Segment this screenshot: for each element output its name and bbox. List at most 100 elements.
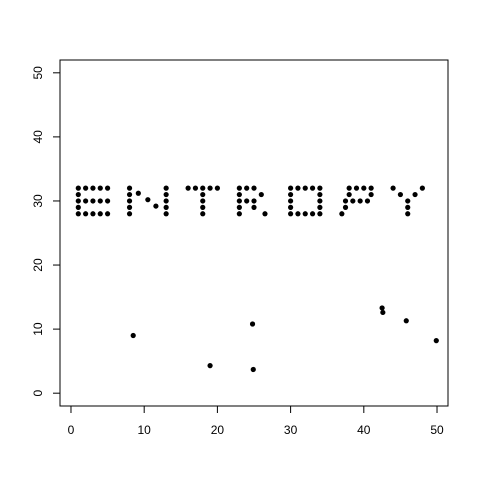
data-point	[364, 198, 371, 204]
data-point	[317, 204, 323, 210]
data-point	[97, 198, 103, 204]
data-point	[104, 211, 111, 217]
data-point	[361, 185, 367, 191]
data-point	[200, 198, 206, 204]
data-point	[83, 185, 89, 191]
data-point	[236, 204, 242, 210]
data-point	[185, 185, 191, 191]
data-point	[353, 185, 360, 191]
data-point	[405, 204, 411, 210]
data-point	[83, 198, 89, 204]
data-point	[262, 211, 268, 217]
data-point	[342, 198, 349, 204]
x-tick-label: 30	[284, 423, 298, 437]
data-point	[309, 185, 316, 191]
data-point	[236, 191, 242, 198]
data-point	[130, 332, 136, 339]
y-tick-label: 0	[31, 390, 45, 397]
y-tick-label: 20	[31, 258, 45, 272]
data-points	[75, 185, 439, 373]
data-point	[153, 203, 159, 209]
data-point	[342, 204, 349, 210]
data-point	[75, 198, 81, 204]
data-point	[75, 185, 81, 191]
data-point	[346, 191, 352, 198]
data-point	[200, 204, 206, 210]
x-tick-label: 20	[211, 423, 225, 437]
x-tick-label: 0	[68, 423, 75, 437]
data-point	[302, 211, 308, 217]
y-tick-label: 30	[31, 194, 45, 208]
data-point	[390, 185, 396, 191]
data-point	[346, 185, 352, 191]
data-point	[412, 191, 418, 198]
data-point	[251, 185, 257, 191]
data-point	[433, 338, 439, 344]
data-point	[302, 185, 308, 191]
data-point	[163, 198, 169, 204]
data-point	[207, 185, 213, 191]
data-point	[244, 198, 250, 204]
data-point	[200, 191, 206, 198]
data-point	[145, 197, 151, 203]
data-point	[403, 318, 409, 324]
data-point	[288, 198, 294, 204]
data-point	[317, 211, 323, 217]
data-point	[126, 185, 133, 191]
data-point	[200, 185, 206, 191]
data-point	[214, 185, 220, 191]
data-point	[249, 321, 256, 327]
data-point	[419, 185, 425, 191]
data-point	[75, 211, 81, 217]
data-point	[288, 191, 294, 198]
data-point	[207, 363, 213, 369]
plot-frame	[59, 59, 449, 407]
data-point	[368, 185, 374, 191]
data-point	[250, 366, 256, 373]
data-point	[126, 211, 133, 217]
data-point	[339, 211, 345, 217]
data-point	[405, 211, 411, 217]
data-point	[163, 191, 169, 198]
y-tick-label: 10	[31, 322, 45, 336]
data-point	[200, 211, 206, 217]
data-point	[83, 211, 89, 217]
data-point	[244, 185, 250, 191]
data-point	[75, 191, 81, 198]
data-point	[288, 211, 294, 217]
data-point	[126, 204, 133, 210]
data-point	[236, 211, 242, 217]
data-point	[397, 191, 404, 198]
data-point	[163, 211, 169, 217]
data-point	[163, 185, 169, 191]
data-point	[379, 305, 385, 311]
data-point	[288, 185, 294, 191]
x-tick-label: 40	[357, 423, 371, 437]
data-point	[251, 198, 257, 204]
data-point	[90, 211, 96, 217]
x-tick-label: 10	[138, 423, 152, 437]
data-point	[350, 198, 356, 204]
data-point	[317, 198, 323, 204]
data-point	[368, 191, 374, 198]
data-point	[288, 204, 294, 210]
data-point	[90, 198, 96, 204]
data-point	[104, 185, 111, 191]
data-point	[236, 198, 242, 204]
data-point	[309, 211, 316, 217]
x-axis: 0 10 20 30 40 50	[68, 405, 444, 437]
data-point	[317, 185, 323, 191]
y-tick-label: 40	[31, 130, 45, 144]
data-point	[251, 204, 257, 210]
data-point	[75, 204, 81, 210]
data-point	[90, 185, 96, 191]
data-point	[317, 191, 323, 198]
data-point	[97, 185, 103, 191]
x-tick-label: 50	[430, 423, 444, 437]
data-point	[357, 198, 363, 204]
data-point	[192, 185, 199, 191]
y-axis: 0 10 20 30 40 50	[31, 66, 61, 397]
data-point	[97, 211, 103, 217]
data-point	[104, 198, 111, 204]
